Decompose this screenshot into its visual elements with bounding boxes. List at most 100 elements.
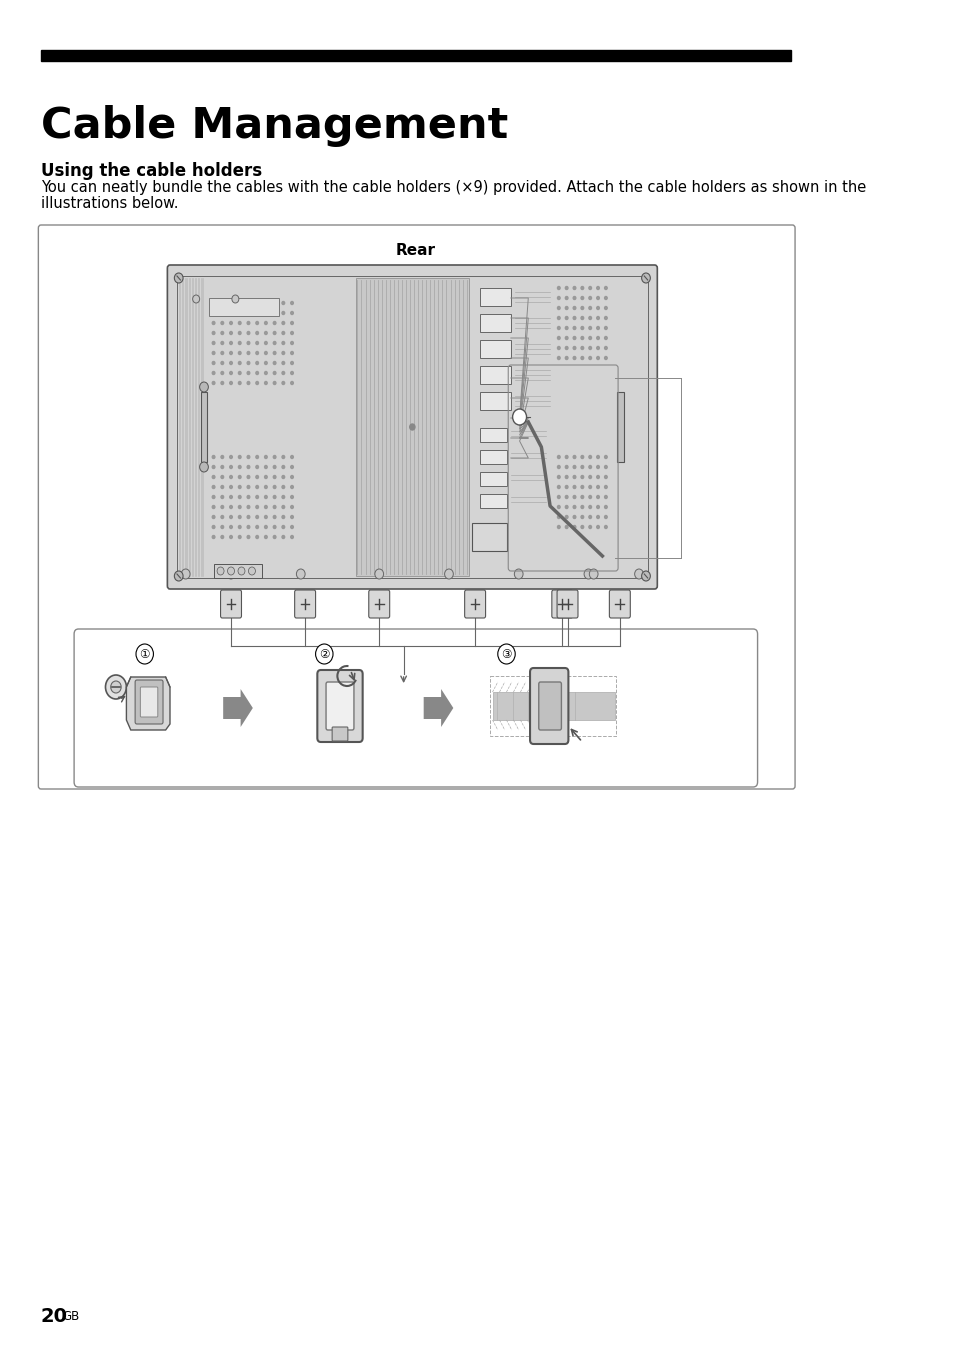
Circle shape [557,306,559,309]
Circle shape [221,476,223,479]
FancyBboxPatch shape [609,590,630,618]
Circle shape [264,301,267,305]
Circle shape [375,570,383,579]
Circle shape [282,485,284,488]
Circle shape [588,336,591,339]
Text: GB: GB [63,1310,80,1323]
Circle shape [597,286,598,289]
Circle shape [573,485,576,488]
Circle shape [228,567,234,575]
Circle shape [588,316,591,320]
FancyBboxPatch shape [557,590,578,618]
Circle shape [247,465,250,469]
Circle shape [565,286,567,289]
Circle shape [264,456,267,458]
Circle shape [597,506,598,508]
Circle shape [588,506,591,508]
Circle shape [512,410,526,424]
Circle shape [264,515,267,518]
Circle shape [238,515,241,518]
Circle shape [565,495,567,499]
Circle shape [573,456,576,458]
Bar [480,315,510,332]
Circle shape [213,495,214,499]
Circle shape [604,495,606,499]
Circle shape [213,331,214,335]
Circle shape [291,506,293,508]
Circle shape [557,495,559,499]
Circle shape [213,506,214,508]
Circle shape [282,362,284,365]
Circle shape [238,476,241,479]
Circle shape [264,465,267,469]
Circle shape [255,515,258,518]
Circle shape [291,495,293,499]
Circle shape [264,485,267,488]
Circle shape [580,526,583,529]
Circle shape [282,515,284,518]
Circle shape [580,495,583,499]
Bar [480,450,506,464]
Circle shape [213,515,214,518]
Circle shape [588,495,591,499]
FancyBboxPatch shape [369,590,389,618]
Bar [480,494,506,508]
Circle shape [247,485,250,488]
Circle shape [264,372,267,374]
Circle shape [238,526,241,529]
Circle shape [282,331,284,335]
Circle shape [230,476,233,479]
Circle shape [641,273,650,283]
Circle shape [444,570,453,579]
Circle shape [273,456,275,458]
Circle shape [221,526,223,529]
Circle shape [589,570,598,579]
Circle shape [221,495,223,499]
Circle shape [291,321,293,324]
Circle shape [291,342,293,344]
Circle shape [565,336,567,339]
Circle shape [282,381,284,385]
Circle shape [565,456,567,458]
Circle shape [580,465,583,469]
Circle shape [573,495,576,499]
Circle shape [597,526,598,529]
Circle shape [580,357,583,359]
Circle shape [255,362,258,365]
Circle shape [573,526,576,529]
FancyBboxPatch shape [530,669,568,744]
Circle shape [282,342,284,344]
Circle shape [255,476,258,479]
Circle shape [264,536,267,538]
Circle shape [247,342,250,344]
Circle shape [247,312,250,315]
Circle shape [221,372,223,374]
Circle shape [247,381,250,385]
Circle shape [221,536,223,538]
Circle shape [264,506,267,508]
Circle shape [588,515,591,518]
Circle shape [291,536,293,538]
Circle shape [247,506,250,508]
Circle shape [588,347,591,350]
Circle shape [282,465,284,469]
Circle shape [255,465,258,469]
Circle shape [597,495,598,499]
Circle shape [255,485,258,488]
Circle shape [573,465,576,469]
Circle shape [565,327,567,330]
Circle shape [273,506,275,508]
Circle shape [230,456,233,458]
Circle shape [247,495,250,499]
Circle shape [230,312,233,315]
Text: ①: ① [139,648,150,660]
Circle shape [255,342,258,344]
Circle shape [221,362,223,365]
Circle shape [213,476,214,479]
Circle shape [565,357,567,359]
FancyBboxPatch shape [326,682,354,730]
Circle shape [573,347,576,350]
Polygon shape [223,689,253,727]
Circle shape [238,372,241,374]
Bar [177,277,647,578]
